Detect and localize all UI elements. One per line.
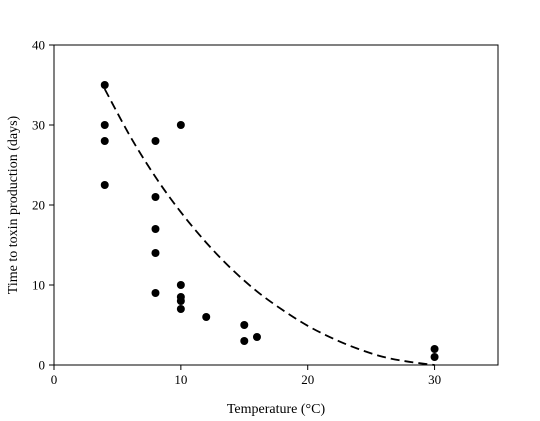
y-tick-label: 0 (39, 358, 46, 373)
data-point (176, 121, 185, 129)
plot-frame (53, 44, 499, 366)
fit-curve (103, 88, 435, 366)
y-tick-label: 20 (32, 198, 45, 213)
data-point (151, 289, 160, 297)
data-point (151, 249, 160, 257)
data-point (176, 305, 185, 313)
x-axis-label: Temperature (°C) (227, 402, 326, 417)
data-point (430, 353, 439, 361)
x-tick-label: 10 (174, 372, 187, 387)
y-axis: 0 10 20 30 40 (32, 38, 54, 373)
y-tick-label: 10 (32, 278, 45, 293)
data-point (151, 225, 160, 233)
x-axis: 0 10 20 30 (51, 365, 441, 387)
y-axis-label: Time to toxin production (days) (6, 115, 21, 294)
data-point (240, 321, 249, 329)
x-tick-label: 20 (301, 372, 314, 387)
data-point (252, 333, 261, 341)
y-tick-label: 30 (32, 118, 45, 133)
data-point (100, 121, 109, 129)
y-tick-label: 40 (32, 38, 45, 53)
data-point (100, 137, 109, 145)
data-point (202, 313, 211, 321)
data-point (100, 81, 109, 89)
data-point (176, 281, 185, 289)
data-point (176, 297, 185, 305)
data-point (100, 181, 109, 189)
data-point (151, 193, 160, 201)
x-tick-label: 30 (428, 372, 441, 387)
x-tick-label: 0 (51, 372, 58, 387)
data-point (151, 137, 160, 145)
data-point (240, 337, 249, 345)
data-point (430, 345, 439, 353)
plot-area (100, 81, 439, 366)
